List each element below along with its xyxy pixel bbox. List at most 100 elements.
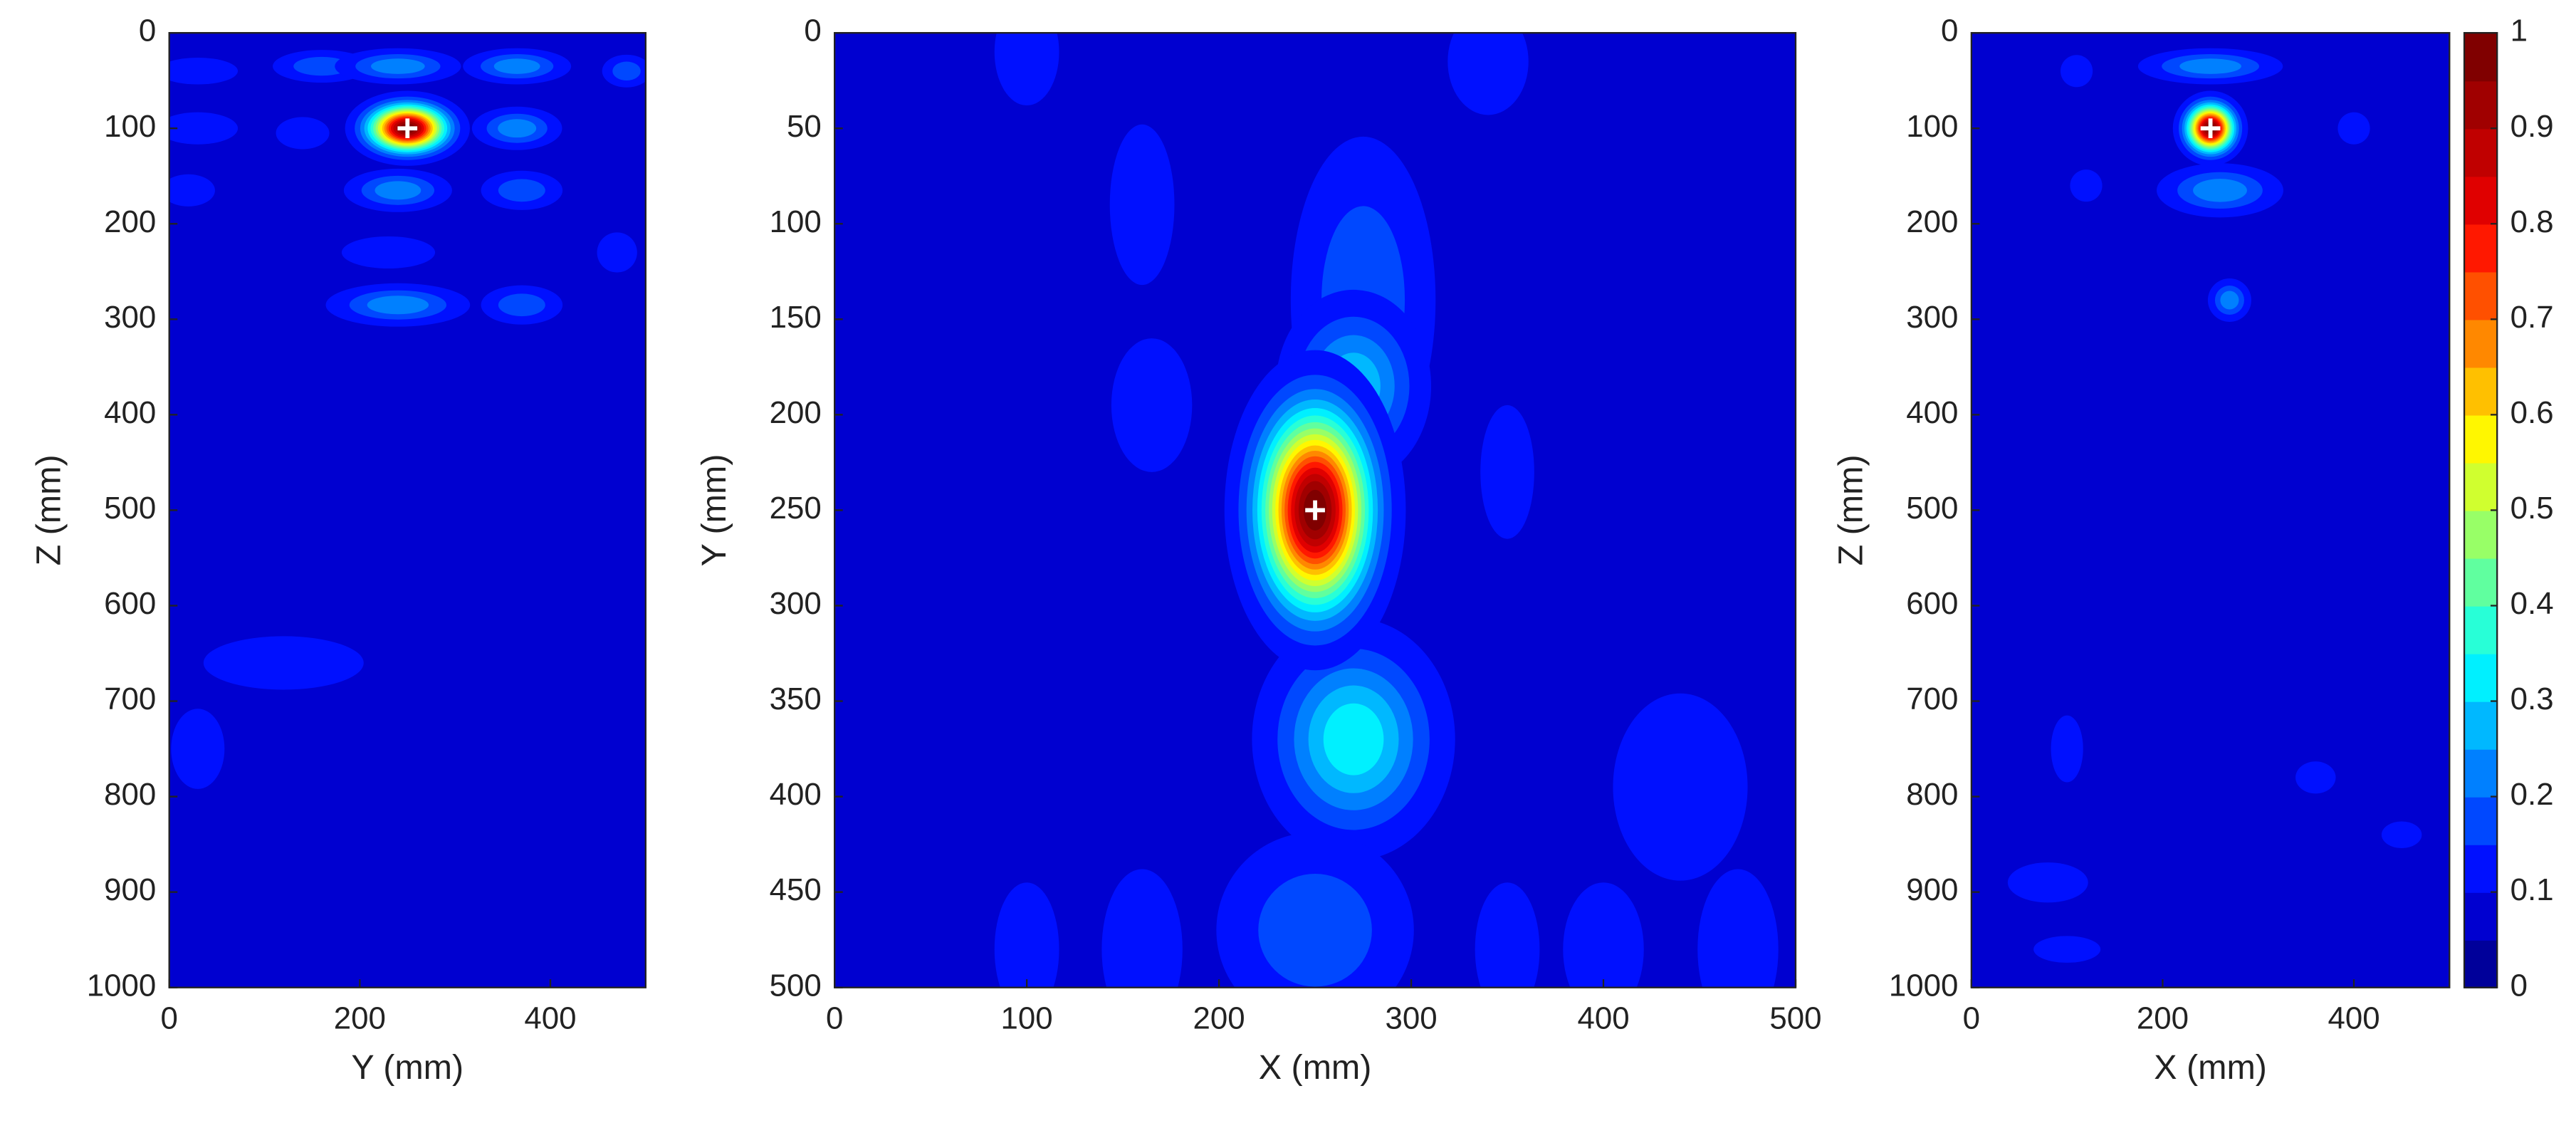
y-tick-label: 300 (104, 300, 156, 335)
contour-level (2033, 936, 2101, 963)
x-axis-label: Y (mm) (351, 1048, 464, 1087)
contour-level (2070, 169, 2103, 202)
y-tick-label: 350 (770, 682, 822, 716)
contour-level (994, 33, 1059, 106)
colorbar-tick-label: 0.5 (2510, 491, 2554, 526)
contour-level (1323, 703, 1384, 776)
y-tick-label: 1000 (87, 968, 157, 1003)
colorbar-tick-label: 0.7 (2510, 300, 2554, 335)
contour-level (2007, 862, 2088, 903)
y-tick-label: 0 (804, 14, 821, 48)
colorbar-bin (2464, 653, 2498, 702)
peak-marker (1305, 500, 1325, 521)
colorbar-bin (2464, 33, 2498, 82)
colorbar-tick-label: 0.4 (2510, 586, 2554, 621)
contour-level (341, 236, 436, 269)
colorbar-bin (2464, 796, 2498, 845)
colorbar-tick-label: 0.2 (2510, 777, 2554, 812)
y-tick-label: 800 (104, 777, 156, 812)
y-tick-label: 150 (770, 300, 822, 335)
x-axis-label: X (mm) (2154, 1048, 2267, 1087)
contour-level (375, 181, 422, 200)
x-tick-label: 300 (1385, 1001, 1437, 1035)
y-tick-label: 100 (104, 109, 156, 144)
x-tick-label: 200 (2137, 1001, 2189, 1035)
contour-level (493, 58, 540, 74)
colorbar-bin (2464, 414, 2498, 464)
contour-level (2295, 761, 2336, 794)
peak-marker (2200, 118, 2221, 139)
plot-area (834, 33, 1796, 988)
y-tick-label: 500 (1906, 491, 1958, 526)
x-tick-label: 400 (1577, 1001, 1629, 1035)
contour-level (2179, 58, 2241, 74)
y-tick-label: 0 (1941, 14, 1958, 48)
contour-level (1258, 874, 1372, 987)
colorbar-tick-label: 0 (2510, 968, 2528, 1003)
plot-area (1971, 33, 2450, 988)
colorbar-bin (2464, 176, 2498, 225)
contour-level (367, 296, 429, 315)
contour-level (171, 709, 225, 789)
y-tick-label: 500 (104, 491, 156, 526)
contour-level (1111, 338, 1193, 472)
contour-level (203, 636, 364, 690)
colorbar-bin (2464, 128, 2498, 177)
contour-level (169, 112, 239, 145)
colorbar-bin (2464, 892, 2498, 941)
y-tick-label: 0 (139, 14, 156, 48)
y-tick-label: 800 (1906, 777, 1958, 812)
contour-level (2381, 821, 2422, 849)
y-tick-label: 200 (770, 395, 822, 430)
peak-marker (397, 118, 418, 139)
x-tick-label: 400 (2328, 1001, 2379, 1035)
colorbar-tick-label: 0.3 (2510, 682, 2554, 716)
colorbar-tick-label: 0.9 (2510, 109, 2554, 144)
y-tick-label: 300 (1906, 300, 1958, 335)
contour-level (1613, 693, 1748, 881)
x-tick-label: 0 (160, 1001, 177, 1035)
colorbar-tick-label: 0.8 (2510, 204, 2554, 239)
contour-level (2337, 112, 2370, 145)
colorbar-bin (2464, 224, 2498, 273)
y-tick-label: 400 (1906, 395, 1958, 430)
contour-level (1480, 404, 1534, 539)
x-tick-label: 0 (826, 1001, 843, 1035)
y-tick-label: 100 (770, 204, 822, 239)
contour-level (1475, 882, 1540, 988)
x-tick-label: 200 (1193, 1001, 1245, 1035)
y-tick-label: 450 (770, 872, 822, 907)
colorbar-bin (2464, 605, 2498, 654)
colorbar-bin (2464, 844, 2498, 893)
y-tick-label: 900 (104, 872, 156, 907)
colorbar-bin (2464, 701, 2498, 750)
y-tick-label: 400 (770, 777, 822, 812)
y-tick-label: 500 (770, 968, 822, 1003)
colorbar-bin (2464, 939, 2498, 988)
x-tick-label: 0 (1963, 1001, 1980, 1035)
colorbar-bin (2464, 367, 2498, 416)
contour-level (612, 61, 641, 80)
contour-level (169, 174, 215, 207)
contour-level (293, 56, 350, 76)
y-tick-label: 250 (770, 491, 822, 526)
contour-level (2051, 715, 2083, 783)
contour-level (1697, 869, 1779, 988)
x-tick-label: 100 (1001, 1001, 1053, 1035)
y-tick-label: 100 (1906, 109, 1958, 144)
contour-level (1101, 869, 1183, 988)
x-tick-label: 400 (524, 1001, 576, 1035)
y-axis-label: Z (mm) (1832, 454, 1870, 565)
contour-level (498, 119, 537, 138)
contour-level (276, 117, 330, 150)
contour-level (2061, 55, 2093, 88)
y-tick-label: 200 (1906, 204, 1958, 239)
contour-level (371, 58, 425, 74)
colorbar-bin (2464, 319, 2498, 368)
y-tick-label: 400 (104, 395, 156, 430)
contour-level (1109, 124, 1175, 286)
y-tick-label: 1000 (1889, 968, 1959, 1003)
y-tick-label: 600 (104, 586, 156, 621)
contour-level (2220, 291, 2239, 310)
